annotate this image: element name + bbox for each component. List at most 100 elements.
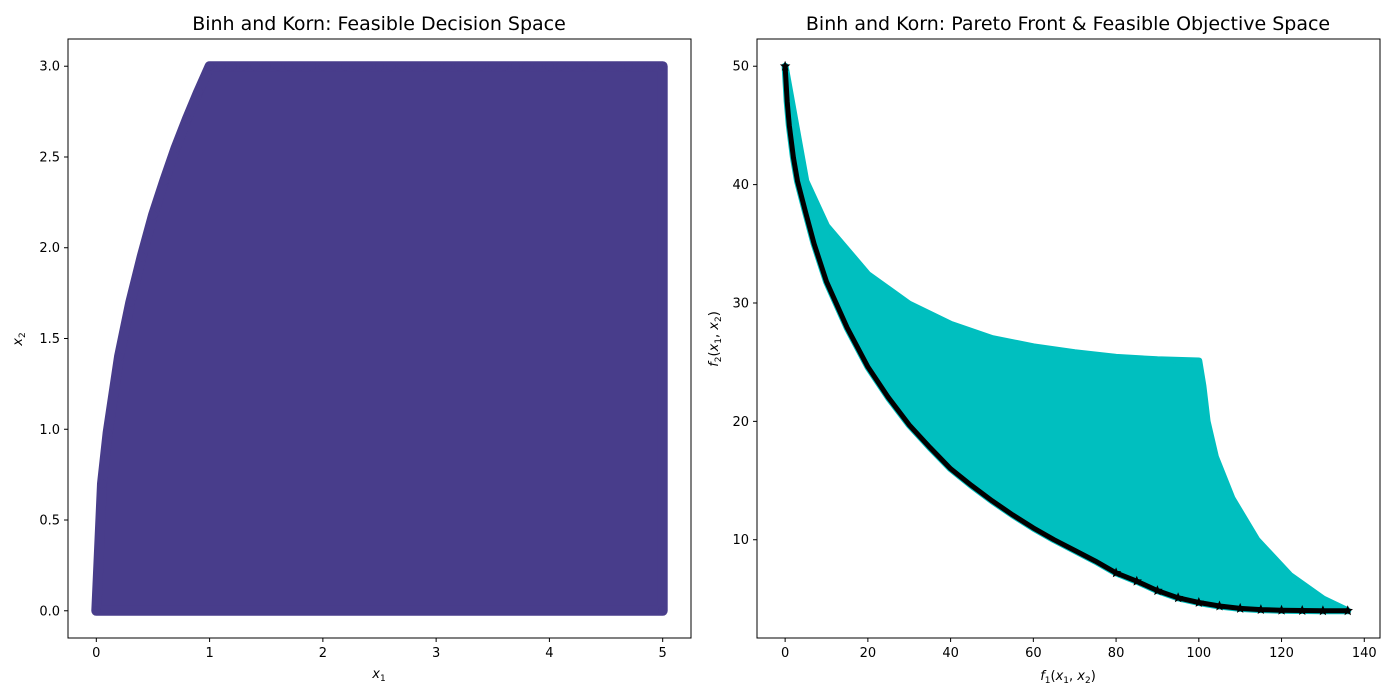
decision-space-point xyxy=(193,87,203,97)
decision-space-point xyxy=(97,479,107,489)
objective-space-y-tick-label: 50 xyxy=(732,60,749,75)
objective-space-x-tick-label: 80 xyxy=(1108,646,1125,661)
decision-space-point xyxy=(612,61,622,71)
decision-space-point xyxy=(318,61,328,71)
objective-space-y-label: f2(x1, x2) xyxy=(707,311,724,367)
decision-space-point xyxy=(159,176,169,186)
decision-space-point xyxy=(601,61,611,71)
decision-space-feasible-region xyxy=(91,61,668,616)
decision-space-point xyxy=(239,61,249,71)
decision-space-point xyxy=(216,61,226,71)
decision-space-point xyxy=(533,61,543,71)
decision-space-point xyxy=(171,143,181,153)
pareto-front-point xyxy=(1342,605,1353,616)
decision-space-point xyxy=(375,61,384,71)
pareto-front-point xyxy=(1172,592,1184,603)
decision-space-point xyxy=(103,428,113,438)
objective-space-y-tick-label: 30 xyxy=(732,296,749,311)
decision-space-point xyxy=(363,61,373,71)
decision-space-point xyxy=(578,61,588,71)
decision-space-y-tick-label: 3.0 xyxy=(39,60,60,75)
decision-space-x-tick-label: 0 xyxy=(92,646,100,661)
decision-space-x-tick-label: 3 xyxy=(432,646,440,661)
decision-space-y-tick-label: 1.0 xyxy=(39,423,60,438)
decision-space-panel: Binh and Korn: Feasible Decision Space 0… xyxy=(11,13,692,684)
decision-space-x-ticks: 0 1 2 3 4 5 xyxy=(92,638,667,661)
decision-space-point xyxy=(148,210,158,220)
decision-space-point xyxy=(386,61,396,71)
pareto-front-point xyxy=(1131,575,1142,586)
decision-space-point xyxy=(476,61,486,71)
pareto-front-point xyxy=(1317,605,1329,616)
decision-space-x-tick-label: 1 xyxy=(205,646,213,661)
decision-space-point xyxy=(352,61,362,71)
decision-space-point xyxy=(295,61,305,71)
pareto-front-point xyxy=(1276,604,1287,615)
decision-space-point xyxy=(205,61,215,71)
decision-space-title: Binh and Korn: Feasible Decision Space xyxy=(192,13,566,35)
decision-space-point xyxy=(442,61,452,71)
decision-space-point xyxy=(522,61,532,71)
decision-space-x-tick-label: 2 xyxy=(319,646,327,661)
decision-space-point xyxy=(114,352,124,362)
decision-space-point xyxy=(284,61,294,71)
objective-space-y-tick-label: 10 xyxy=(732,533,749,548)
objective-space-x-tick-label: 120 xyxy=(1269,646,1294,661)
pareto-front-point xyxy=(1193,597,1204,607)
decision-space-x-label: x1 xyxy=(371,667,385,684)
decision-space-point xyxy=(273,61,283,71)
decision-space-point xyxy=(465,61,475,71)
objective-space-x-tick-label: 0 xyxy=(781,646,789,661)
decision-space-point xyxy=(397,61,407,71)
objective-space-title: Binh and Korn: Pareto Front & Feasible O… xyxy=(806,13,1330,35)
decision-space-point xyxy=(624,61,634,71)
pareto-front-point xyxy=(1234,602,1246,613)
decision-space-point xyxy=(454,61,464,71)
objective-space-y-tick-label: 20 xyxy=(732,415,749,430)
decision-space-point xyxy=(658,61,668,71)
decision-space-point xyxy=(567,61,577,71)
decision-space-y-tick-label: 2.5 xyxy=(39,150,60,165)
objective-space-x-tick-label: 40 xyxy=(942,646,959,661)
decision-space-point xyxy=(556,61,566,71)
objective-space-y-ticks: 10 20 30 40 50 xyxy=(732,60,757,548)
decision-space-point xyxy=(544,61,554,71)
pareto-front-point xyxy=(1214,600,1225,611)
pareto-front-line xyxy=(782,63,1351,614)
decision-space-marks xyxy=(91,61,668,616)
decision-space-point xyxy=(646,61,656,71)
decision-space-point xyxy=(125,297,135,307)
objective-space-x-tick-label: 140 xyxy=(1352,646,1377,661)
decision-space-point xyxy=(510,61,520,71)
decision-space-y-label: x2 xyxy=(11,332,28,346)
decision-space-point xyxy=(431,61,441,71)
pareto-front-point xyxy=(1152,585,1163,596)
decision-space-y-tick-label: 2.0 xyxy=(39,241,60,256)
objective-space-y-tick-label: 40 xyxy=(732,178,749,193)
objective-space-panel: Binh and Korn: Pareto Front & Feasible O… xyxy=(707,13,1381,686)
decision-space-y-tick-label: 0.5 xyxy=(39,514,60,529)
decision-space-point xyxy=(408,61,418,71)
decision-space-x-tick-label: 4 xyxy=(545,646,553,661)
pareto-front-point xyxy=(1110,567,1122,578)
decision-space-point xyxy=(307,61,317,71)
objective-space-marks xyxy=(779,60,1353,616)
decision-space-point xyxy=(658,606,668,616)
decision-space-point xyxy=(590,61,600,71)
decision-space-x-tick-label: 5 xyxy=(659,646,667,661)
decision-space-y-ticks: 0.0 0.5 1.0 1.5 2.0 2.5 3.0 xyxy=(39,60,68,619)
decision-space-point xyxy=(420,61,430,71)
pareto-front-point xyxy=(1297,605,1308,615)
objective-space-x-tick-label: 100 xyxy=(1186,646,1211,661)
decision-space-point xyxy=(227,61,237,71)
decision-space-point xyxy=(91,606,101,616)
objective-space-x-label: f1(x1, x2) xyxy=(1040,669,1096,686)
objective-space-x-tick-label: 20 xyxy=(860,646,877,661)
decision-space-point xyxy=(261,61,271,71)
decision-space-point xyxy=(499,61,509,71)
decision-space-y-tick-label: 1.5 xyxy=(39,332,60,347)
pareto-front-point xyxy=(1255,604,1267,614)
objective-space-x-tick-label: 60 xyxy=(1025,646,1042,661)
decision-space-point xyxy=(250,61,260,71)
